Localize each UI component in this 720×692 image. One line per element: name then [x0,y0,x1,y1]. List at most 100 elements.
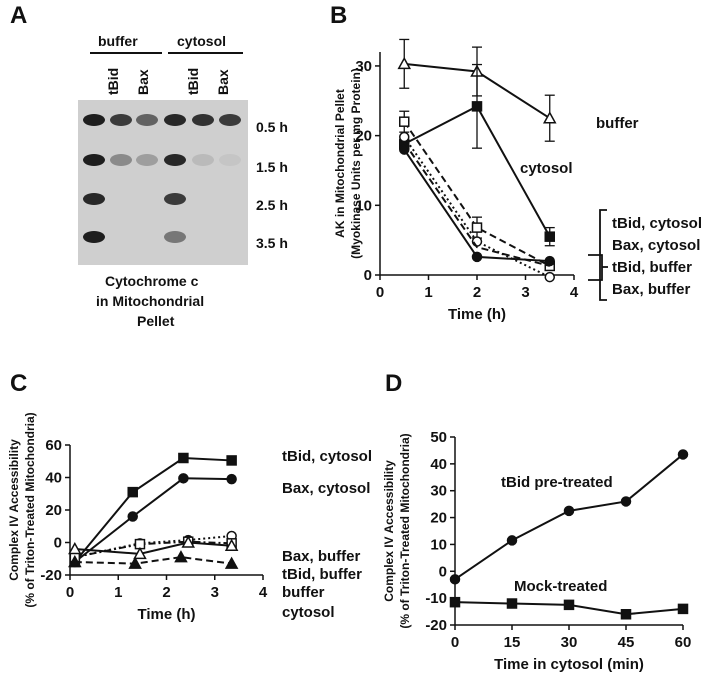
y-tick-label: -20 [425,617,447,634]
series [449,449,689,585]
y-tick-label: 30 [430,483,447,500]
data-point [178,452,189,464]
data-point [181,535,195,548]
series-line [74,477,232,563]
y-axis-label-units: (% of Triton-Treated Mitochondria) [398,433,412,628]
series-line [74,556,232,565]
y-tick-label: -10 [425,590,447,607]
y-axis-label: Complex IV Accessibility [7,439,21,581]
y-tick-label: 10 [355,197,372,214]
data-point [471,222,483,233]
x-tick-label: 0 [451,634,459,651]
data-point [224,556,239,569]
time-label-1-5h: 1.5 h [256,159,288,175]
y-tick-label: 20 [430,510,447,527]
data-point [620,609,632,620]
data-point [677,449,689,460]
y-tick-label: 20 [355,128,372,145]
blot-caption-line-1: Cytochrome c [105,273,199,289]
x-tick-label: 2 [473,284,481,301]
x-tick-label: 30 [561,634,578,651]
series-label: tBid, buffer [282,566,362,583]
blot-caption-line-2: in Mitochondrial [96,293,205,309]
y-tick-label: 50 [430,429,447,446]
data-point [620,496,632,507]
x-tick-label: 45 [618,634,635,651]
data-point [471,251,483,263]
data-point [178,473,189,484]
blot-band [164,231,186,243]
time-label-0-5h: 0.5 h [256,119,288,135]
x-tick-label: 0 [376,284,384,301]
blot-band [164,193,186,205]
blot-band [136,154,158,166]
series-label: buffer [282,584,325,601]
x-tick-label: 0 [66,584,74,601]
data-point [397,56,412,70]
chart-d: -20 -10 0 10 20 30 40 50 0 15 30 45 60 Time in cytoso… [382,429,691,673]
chart-b: 0 10 20 30 0 1 2 3 4 Time (h) AK in Mitochondrial … [333,38,702,323]
series-label: tBid, cytosol [282,448,372,465]
blot-band [164,114,186,126]
x-tick-label: 3 [521,284,529,301]
data-point [471,236,483,247]
blot-band [83,114,105,126]
series-line [403,136,551,278]
series-label: Bax, buffer [282,548,361,565]
group-underline-buffer [90,52,162,54]
panel-letter-d: D [385,370,403,397]
y-axis-label: AK in Mitochondrial Pellet [333,89,347,238]
series-line [403,142,551,267]
series [68,550,239,569]
data-point [542,111,557,124]
x-tick-label: 1 [424,284,432,301]
y-tick-label: 0 [364,267,372,284]
series-label-mock-treated: Mock-treated [514,578,607,595]
y-axis-label-units: (% of Triton-Treated Mitochondria) [23,412,37,607]
x-tick-label: 3 [211,584,219,601]
group-label-line: tBid, cytosol [612,215,702,232]
data-point [226,473,237,485]
series-label-tbid-pretreated: tBid pre-treated [501,474,613,491]
x-tick-label: 1 [114,584,122,601]
series-label-buffer: buffer [596,115,639,132]
y-tick-label: 40 [430,456,447,473]
x-tick-label: 4 [570,284,579,301]
series [69,473,237,568]
series-label-cytosol: cytosol [520,160,573,177]
data-point [544,271,555,283]
y-tick-label: 0 [439,563,447,580]
blot-band [83,231,105,243]
group-brace [599,209,607,301]
y-axis-label-units: (Myokinase Units per mg Protein) [349,68,363,259]
data-point [68,541,82,555]
data-point [449,596,461,608]
blot-band [83,154,105,166]
data-point [506,598,518,609]
data-point [677,603,689,615]
x-axis-label: Time (h) [448,306,506,323]
data-point [544,231,555,242]
y-tick-label: 10 [430,536,447,553]
y-tick-label: -20 [40,567,62,584]
y-tick-label: 0 [54,535,62,552]
panel-letter-b: B [330,2,348,29]
series [449,596,689,620]
series [403,142,551,267]
group-label-line: tBid, buffer [612,259,692,276]
data-point [224,538,239,551]
group-underline-cytosol [168,52,243,54]
data-point [133,546,147,560]
data-point [226,455,237,466]
lane-label-bax-cytosol: Bax [215,69,231,95]
y-tick-label: 20 [45,502,62,519]
blot-band [219,154,241,166]
data-point [174,550,188,563]
blot-band [192,154,214,166]
blot-band [192,114,214,126]
group-label-buffer: buffer [98,33,138,49]
series-line [74,535,232,559]
data-point [399,131,410,143]
data-point [449,574,461,585]
series [68,535,239,560]
